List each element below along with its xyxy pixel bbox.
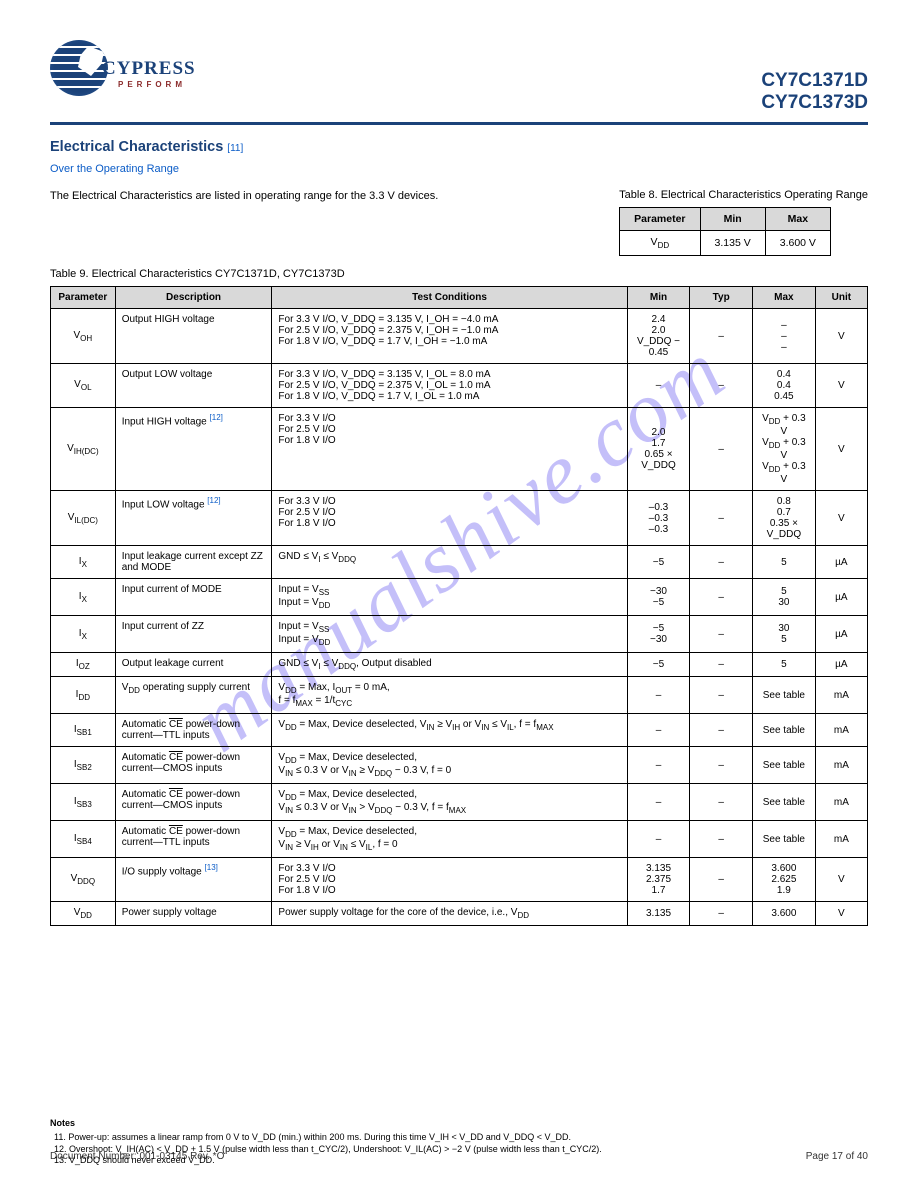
table-row: VIL(DC) Input LOW voltage [12] For 3.3 V… <box>51 491 868 546</box>
section-body: The Electrical Characteristics are liste… <box>50 189 589 204</box>
cell-param: VIH(DC) <box>51 408 116 491</box>
table-row: VOH Output HIGH voltage For 3.3 V I/O, V… <box>51 309 868 364</box>
page-container: CYPRESS PERFORM CY7C1371D CY7C1373D Elec… <box>0 0 918 1197</box>
mt-h-6: Unit <box>815 287 867 309</box>
header-rule <box>50 122 868 125</box>
table-row: ISB4 Automatic CE power-down current—TTL… <box>51 821 868 858</box>
cell-max: 0.4 0.4 0.45 <box>753 364 816 408</box>
table-row: VDDQ I/O supply voltage [13] For 3.3 V I… <box>51 858 868 902</box>
cell-cond: For 3.3 V I/O, V_DDQ = 3.135 V, I_OL = 8… <box>272 364 627 408</box>
note-item: 11. Power-up: assumes a linear ramp from… <box>50 1132 868 1144</box>
st-h-param: Parameter <box>620 208 700 231</box>
table-row: IX Input current of ZZ Input = VSSInput … <box>51 616 868 653</box>
mt-h-3: Min <box>627 287 690 309</box>
table-row: ISB1 Automatic CE power-down current—TTL… <box>51 714 868 747</box>
mt-h-4: Typ <box>690 287 753 309</box>
cell-unit: V <box>815 309 867 364</box>
operating-range-link[interactable]: Over the Operating Range <box>50 163 179 175</box>
st-min: 3.135 V <box>700 231 765 256</box>
header-row: CYPRESS PERFORM CY7C1371D CY7C1373D <box>50 40 868 114</box>
note-item: 13. V_DDQ should never exceed V_DD. <box>50 1155 868 1167</box>
cell-cond: For 3.3 V I/O For 2.5 V I/O For 1.8 V I/… <box>272 491 627 546</box>
table-row: VOL Output LOW voltage For 3.3 V I/O, V_… <box>51 364 868 408</box>
table-row: VDD 3.135 V 3.600 V <box>620 231 831 256</box>
cell-typ: – <box>690 408 753 491</box>
logo: CYPRESS PERFORM <box>50 40 200 96</box>
cell-min: 2.4 2.0 V_DDQ − 0.45 <box>627 309 690 364</box>
notes-section: Notes 11. Power-up: assumes a linear ram… <box>50 1118 868 1167</box>
st-h-max: Max <box>765 208 830 231</box>
st-h-min: Min <box>700 208 765 231</box>
cell-unit: V <box>815 408 867 491</box>
cell-param: VOH <box>51 309 116 364</box>
logo-globe-icon <box>50 40 108 96</box>
cell-desc: Output HIGH voltage <box>115 309 272 364</box>
cell-desc: Input LOW voltage [12] <box>115 491 272 546</box>
cell-typ: – <box>690 309 753 364</box>
st-param: VDD <box>620 231 700 256</box>
mt-h-5: Max <box>753 287 816 309</box>
electrical-characteristics-table: Parameter Description Test Conditions Mi… <box>50 286 868 926</box>
cell-min: 2.0 1.7 0.65 × V_DDQ <box>627 408 690 491</box>
main-table-caption: Table 9. Electrical Characteristics CY7C… <box>50 268 868 280</box>
logo-brand: CYPRESS <box>102 58 196 80</box>
cond-line: For 1.8 V I/O, V_DDQ = 1.7 V, I_OH = −1.… <box>278 336 620 347</box>
cell-cond: For 3.3 V I/O, V_DDQ = 3.135 V, I_OH = −… <box>272 309 627 364</box>
table-row: VDD Power supply voltage Power supply vo… <box>51 902 868 926</box>
cell-typ: – <box>690 364 753 408</box>
mt-h-2: Test Conditions <box>272 287 627 309</box>
cell-min: –0.3–0.3–0.3 <box>627 491 690 546</box>
section-title-ref[interactable]: [11] <box>227 143 243 154</box>
table-row: ISB2 Automatic CE power-down current—CMO… <box>51 747 868 784</box>
cell-max: ––– <box>753 309 816 364</box>
cell-min: – <box>627 364 690 408</box>
notes-label: Notes <box>50 1118 868 1128</box>
cell-desc: Output LOW voltage <box>115 364 272 408</box>
mt-h-1: Description <box>115 287 272 309</box>
operating-range-table: Parameter Min Max VDD 3.135 V 3.600 V <box>619 207 831 256</box>
table-row: IX Input current of MODE Input = VSSInpu… <box>51 579 868 616</box>
st-max: 3.600 V <box>765 231 830 256</box>
cell-max: 0.8 0.7 0.35 × V_DDQ <box>753 491 816 546</box>
cond-line: For 2.5 V I/O, V_DDQ = 2.375 V, I_OH = −… <box>278 325 620 336</box>
part-number: CY7C1371D CY7C1373D <box>761 70 868 114</box>
cell-param: VOL <box>51 364 116 408</box>
cell-cond: For 3.3 V I/O For 2.5 V I/O For 1.8 V I/… <box>272 408 627 491</box>
cell-typ: – <box>690 491 753 546</box>
mt-h-0: Parameter <box>51 287 116 309</box>
section-title: Electrical Characteristics <box>50 139 223 155</box>
cell-desc: Input HIGH voltage [12] <box>115 408 272 491</box>
cond-line: For 3.3 V I/O, V_DDQ = 3.135 V, I_OH = −… <box>278 314 620 325</box>
cell-param: VIL(DC) <box>51 491 116 546</box>
logo-tagline: PERFORM <box>118 80 186 89</box>
table-row: ISB3 Automatic CE power-down current—CMO… <box>51 784 868 821</box>
table-row: IOZ Output leakage current GND ≤ VI ≤ VD… <box>51 653 868 677</box>
cell-max: VDD + 0.3 V VDD + 0.3 V VDD + 0.3 V <box>753 408 816 491</box>
note-item: 12. Overshoot: V_IH(AC) < V_DD + 1.5 V (… <box>50 1144 868 1156</box>
table-row: IDD VDD operating supply current VDD = M… <box>51 677 868 714</box>
small-table-caption: Table 8. Electrical Characteristics Oper… <box>619 189 868 201</box>
cell-unit: V <box>815 491 867 546</box>
table-row: IX Input leakage current except ZZ and M… <box>51 546 868 579</box>
cell-unit: V <box>815 364 867 408</box>
table-row: VIH(DC) Input HIGH voltage [12] For 3.3 … <box>51 408 868 491</box>
